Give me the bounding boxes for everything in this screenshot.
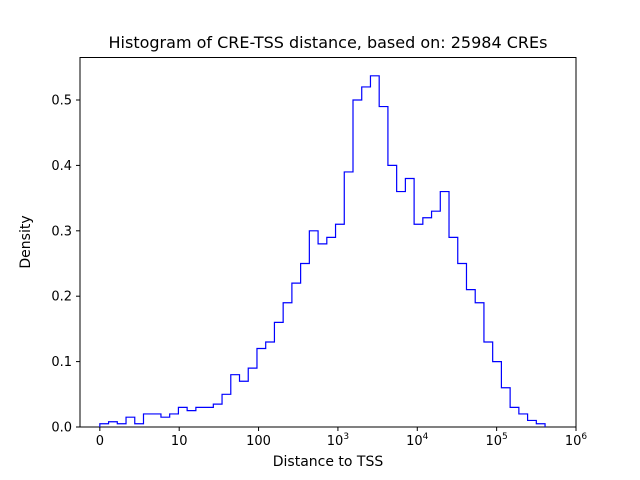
y-tick-label: 0.0 [51,421,72,436]
x-tick-label: 10 [171,434,188,449]
x-tick-label: 100 [246,434,271,449]
y-tick-label: 0.2 [51,290,72,305]
histogram-step-line [99,75,546,427]
x-tick-label: 103 [327,432,349,449]
chart-title: Histogram of CRE-TSS distance, based on:… [108,33,548,52]
y-tick-label: 0.5 [51,94,72,109]
x-tick-label: 104 [406,432,429,449]
x-tick-label: 105 [485,432,507,449]
y-tick-label: 0.3 [51,224,72,239]
x-axis-label: Distance to TSS [272,454,384,470]
plot-frame [79,57,577,428]
y-tick-label: 0.4 [51,159,72,174]
x-tick-label: 106 [565,432,588,449]
x-tick-label: 0 [96,434,104,449]
y-axis-label: Density [18,215,34,269]
y-tick-label: 0.1 [51,355,72,370]
